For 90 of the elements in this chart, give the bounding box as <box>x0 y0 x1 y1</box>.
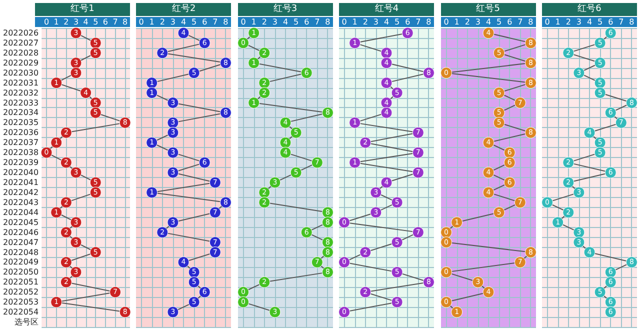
x-tick-label: 8 <box>629 18 634 26</box>
x-tick-label: 0 <box>240 18 246 26</box>
x-tick-label: 0 <box>44 18 50 26</box>
x-tick-label: 3 <box>474 18 480 26</box>
x-tick-label: 0 <box>443 18 448 26</box>
x-tick-label: 6 <box>405 18 410 26</box>
y-tick-label: 2022049 <box>2 258 39 267</box>
x-tick-label: 2 <box>262 18 267 26</box>
y-tick-label: 2022047 <box>2 238 39 247</box>
chart-title: 红号6 <box>542 3 637 16</box>
y-tick-label: 2022030 <box>2 68 39 78</box>
y-tick-label: 2022046 <box>2 228 39 237</box>
y-tick-label: 2022028 <box>2 48 39 58</box>
y-tick-label: 2022037 <box>2 138 39 148</box>
x-tick-label: 4 <box>282 18 288 26</box>
x-tick-label: 1 <box>150 18 155 26</box>
y-tick-label: 2022045 <box>2 218 39 227</box>
y-tick-label: 2022031 <box>2 78 39 88</box>
y-tick-label: 2022035 <box>2 118 39 128</box>
chart-title: 红号3 <box>238 3 333 16</box>
x-tick-label: 1 <box>251 18 256 26</box>
y-tick-label: 2022042 <box>2 188 39 197</box>
x-tick-label: 3 <box>272 18 278 26</box>
x-tick-label: 7 <box>618 18 624 26</box>
chart-title: 红号5 <box>440 3 536 16</box>
x-tick-label: 3 <box>576 18 582 26</box>
x-tick-label: 2 <box>363 18 368 26</box>
x-tick-label: 3 <box>73 18 79 26</box>
x-tick-label: 2 <box>464 18 470 26</box>
y-tick-label: 2022026 <box>2 28 39 38</box>
chart-title: 红号1 <box>35 3 130 16</box>
y-tick-label: 2022053 <box>2 298 39 307</box>
y-tick-label: 2022036 <box>2 128 39 138</box>
x-tick-label: 2 <box>160 18 166 26</box>
y-tick-label: 2022050 <box>2 268 39 277</box>
x-tick-label: 8 <box>224 18 229 26</box>
x-tick-label: 7 <box>314 18 320 26</box>
x-tick-label: 7 <box>112 18 118 26</box>
y-tick-label: 2022038 <box>2 148 39 158</box>
y-tick-label: 2022051 <box>2 278 39 287</box>
x-tick-label: 5 <box>598 18 603 26</box>
x-tick-label: 1 <box>555 18 560 26</box>
x-tick-label: 0 <box>544 18 550 26</box>
y-tick-label: 2022033 <box>2 98 39 108</box>
x-tick-label: 5 <box>394 18 400 26</box>
x-tick-label: 1 <box>54 18 59 26</box>
x-tick-label: 6 <box>102 18 108 26</box>
x-tick-label: 4 <box>83 18 88 26</box>
y-tick-label: 2022032 <box>2 88 39 98</box>
x-tick-label: 0 <box>139 18 144 26</box>
y-tick-label: 2022027 <box>2 38 39 48</box>
x-tick-label: 7 <box>517 18 522 26</box>
x-tick-label: 4 <box>486 18 491 26</box>
x-tick-label: 4 <box>586 18 592 26</box>
x-tick-label: 5 <box>192 18 197 26</box>
x-tick-label: 1 <box>352 18 358 26</box>
y-tick-label: 2022044 <box>2 208 39 217</box>
y-tick-label: 2022029 <box>2 58 39 68</box>
x-tick-label: 5 <box>293 18 298 26</box>
y-tick-label: 2022039 <box>2 158 39 168</box>
x-tick-label: 6 <box>304 18 309 26</box>
chart-title: 红号4 <box>339 3 434 16</box>
x-tick-label: 5 <box>93 18 98 26</box>
x-tick-label: 2 <box>64 18 69 26</box>
x-tick-label: 6 <box>506 18 512 26</box>
x-tick-label: 2 <box>566 18 571 26</box>
x-tick-label: 6 <box>608 18 614 26</box>
y-tick-label: 选号区 <box>14 318 39 327</box>
x-tick-label: 0 <box>342 18 348 26</box>
x-tick-label: 5 <box>496 18 502 26</box>
y-tick-label: 2022040 <box>2 168 39 178</box>
y-tick-label: 2022048 <box>2 248 39 257</box>
y-tick-label: 2022052 <box>2 288 39 297</box>
x-tick-label: 7 <box>213 18 218 26</box>
x-tick-label: 4 <box>384 18 390 26</box>
x-tick-label: 7 <box>416 18 421 26</box>
x-tick-label: 8 <box>122 18 128 26</box>
x-tick-label: 4 <box>181 18 186 26</box>
x-tick-label: 1 <box>454 18 459 26</box>
y-tick-label: 2022041 <box>2 178 39 187</box>
x-tick-label: 6 <box>202 18 208 26</box>
x-tick-label: 8 <box>528 18 533 26</box>
y-tick-label: 2022034 <box>2 108 39 118</box>
x-tick-label: 3 <box>170 18 176 26</box>
x-tick-label: 8 <box>324 18 330 26</box>
y-tick-label: 2022054 <box>2 308 39 317</box>
x-tick-label: 3 <box>374 18 379 26</box>
y-tick-label: 2022043 <box>2 198 39 207</box>
x-tick-label: 8 <box>426 18 432 26</box>
chart-title: 红号2 <box>136 3 232 16</box>
